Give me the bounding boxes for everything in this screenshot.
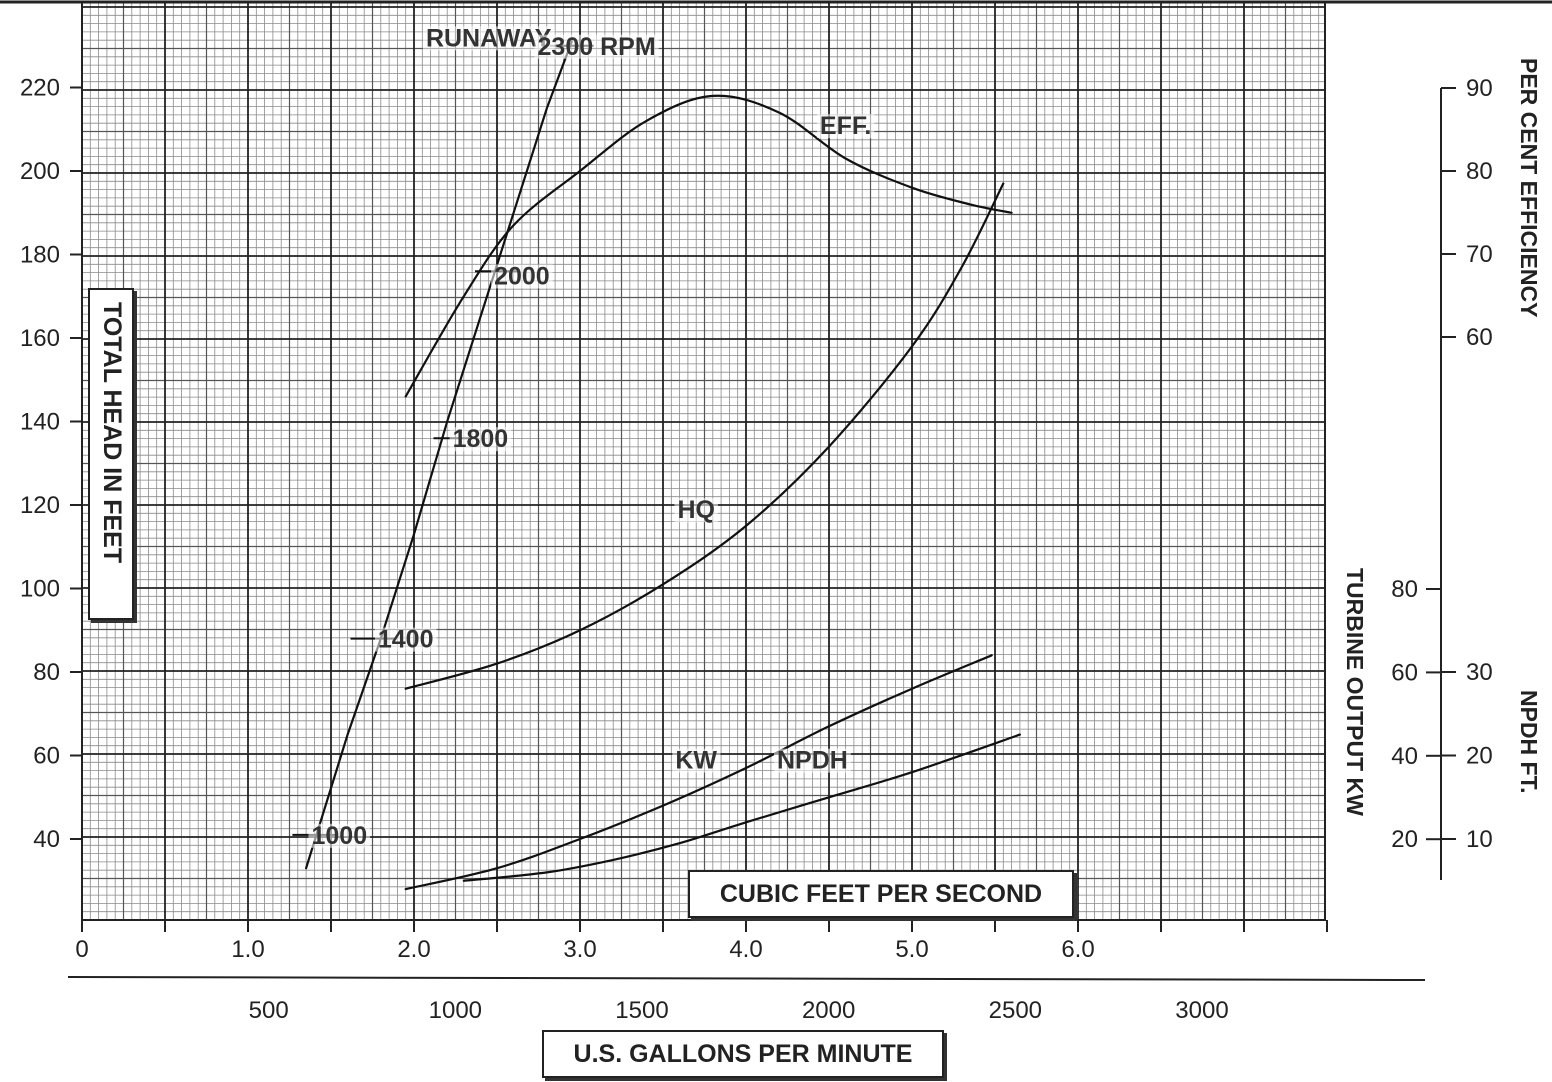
- series-kw-line: [404, 654, 993, 891]
- y-left-tick-label: 140: [20, 409, 60, 436]
- kw-tick-label: 80: [1391, 576, 1418, 603]
- annotation-1400: 1400: [378, 626, 434, 654]
- efficiency-axis-title-text: PER CENT EFFICIENCY: [1516, 58, 1542, 318]
- efficiency-axis-title: PER CENT EFFICIENCY: [1515, 58, 1542, 317]
- grid: [0, 0, 1552, 921]
- npdh-axis-title: NPDH FT.: [1515, 690, 1542, 794]
- kw-tick-label: 40: [1391, 743, 1418, 770]
- x-axis-secondary-title-text: U.S. GALLONS PER MINUTE: [573, 1040, 913, 1068]
- npdh-axis-title-text: NPDH FT.: [1516, 690, 1542, 794]
- efficiency-tick-label: 70: [1466, 241, 1493, 268]
- y-left-tick-label: 80: [33, 659, 60, 686]
- kw-axis-title-text: TURBINE OUTPUT KW: [1342, 568, 1368, 816]
- kw-tick-label: 20: [1391, 826, 1418, 853]
- npdh-tick-label: 30: [1466, 659, 1493, 686]
- x-tick-label: 4.0: [729, 936, 762, 963]
- x-tick-label: 6.0: [1061, 936, 1094, 963]
- y-left-tick-label: 220: [20, 75, 60, 102]
- y-left-tick-label: 100: [20, 576, 60, 603]
- x-tick-label: 3.0: [563, 936, 596, 963]
- annotation-bg: [674, 498, 718, 523]
- x-secondary-tick-label: 2500: [989, 997, 1042, 1024]
- npdh-tick-label: 20: [1466, 743, 1493, 770]
- x-axis-title: CUBIC FEET PER SECOND: [688, 870, 1074, 918]
- x-axis-title-text: CUBIC FEET PER SECOND: [719, 880, 1043, 908]
- axes: 40 60 80 100 120 140 160 180 200 220 0 1.0 2.0 3.0 4.0…: [20, 75, 1493, 1025]
- annotation-bg: [374, 627, 437, 652]
- y-left-tick-label: 120: [20, 492, 60, 519]
- y-left-tick-label: 40: [33, 826, 60, 853]
- npdh-tick-label: 10: [1466, 826, 1493, 853]
- annotation-bg: [491, 264, 553, 289]
- x-secondary-tick-label: 2000: [802, 997, 855, 1024]
- annotation-1800: 1800: [453, 425, 509, 453]
- x-tick-label: 1.0: [231, 936, 264, 963]
- x-secondary-tick-label: 3000: [1175, 997, 1228, 1024]
- y-left-tick-label: 60: [33, 743, 60, 770]
- annotation-bg: [308, 823, 371, 848]
- x-tick-label: 0: [75, 936, 88, 963]
- series-npdh-line: [462, 733, 1021, 882]
- annotation-runaway: RUNAWAY: [426, 24, 552, 52]
- x-tick-label: 2.0: [397, 936, 430, 963]
- y-axis-title: TOTAL HEAD IN FEET: [88, 288, 134, 620]
- annotation-2000: 2000: [494, 262, 550, 290]
- annotation-1000: 1000: [311, 822, 367, 850]
- y-left-tick-label: 160: [20, 325, 60, 352]
- series-eff-line: [404, 94, 1013, 398]
- efficiency-tick-label: 80: [1466, 158, 1493, 185]
- annotation-hq: HQ: [677, 496, 715, 524]
- annotation-2300-rpm: 2300 RPM: [538, 33, 656, 61]
- y-left-tick-label: 200: [20, 158, 60, 185]
- efficiency-tick-label: 90: [1466, 75, 1493, 102]
- series-runaway-line: [305, 40, 573, 870]
- annotation-kw: KW: [675, 747, 717, 775]
- x-axis-secondary-title: U.S. GALLONS PER MINUTE: [542, 1030, 944, 1078]
- kw-axis-title: TURBINE OUTPUT KW: [1341, 568, 1368, 816]
- annotation-bg: [534, 34, 659, 59]
- x-tick-label: 5.0: [895, 936, 928, 963]
- x-secondary-tick-label: 1000: [429, 997, 482, 1024]
- annotation-bg: [672, 748, 721, 773]
- annotation-bg: [816, 114, 875, 139]
- annotation-bg: [773, 748, 851, 773]
- annotation-bg: [449, 427, 512, 452]
- y-axis-title-text: TOTAL HEAD IN FEET: [98, 302, 126, 564]
- x-secondary-tick-label: 500: [249, 997, 289, 1024]
- annotation-eff: EFF.: [820, 112, 871, 140]
- series-hq-line: [404, 182, 1005, 690]
- x-secondary-tick-label: 1500: [615, 997, 668, 1024]
- y-left-tick-label: 180: [20, 242, 60, 269]
- annotation-npdh: NPDH: [777, 747, 848, 775]
- annotation-bg: [422, 26, 555, 51]
- x-secondary-axis-line: [67, 976, 1426, 981]
- efficiency-tick-label: 60: [1466, 324, 1493, 351]
- kw-tick-label: 60: [1391, 659, 1418, 686]
